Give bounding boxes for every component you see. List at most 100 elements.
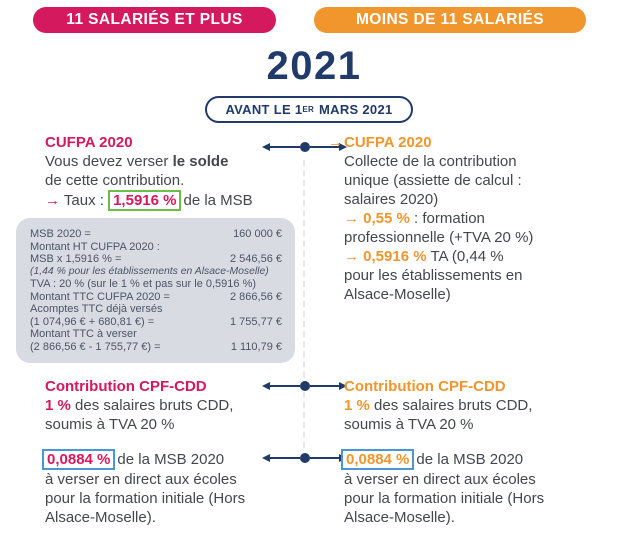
fp-text: : formation xyxy=(409,210,485,227)
right-cpf-title: Contribution CPF-CDD xyxy=(344,378,506,395)
left-schools-line3: pour la formation initiale (Hors xyxy=(45,490,246,507)
calc-row: Acomptes TTC déjà versés xyxy=(30,303,282,316)
left-schools-line4: Alsace-Moselle). xyxy=(45,509,156,526)
left-cufpa-line2: de cette contribution. xyxy=(45,172,185,189)
ta-percent: 0,5916 % xyxy=(363,248,427,265)
connector-line xyxy=(309,385,339,387)
calc-row: MSB x 1,5916 % = 2 546,56 € xyxy=(30,253,282,266)
right-cufpa-block: → CUFPA 2020 Collecte de la contribution … xyxy=(328,133,604,304)
right-ta-line: → 0,5916 % TA (0,44 % xyxy=(344,247,604,266)
taux-value-highlight: 1,5916 % xyxy=(108,190,182,211)
right-schools-line4: Alsace-Moselle). xyxy=(344,509,455,526)
calc-value: 2 546,56 € xyxy=(230,253,282,266)
right-schools-block: 0,0884 % de la MSB 2020 à verser en direc… xyxy=(341,449,601,527)
right-cpf-line2: soumis à TVA 20 % xyxy=(344,416,474,433)
left-schools-block: 0,0884 % de la MSB 2020 à verser en direc… xyxy=(42,449,302,527)
calc-row: Montant TTC CUFPA 2020 = 2 866,56 € xyxy=(30,291,282,304)
calc-label: (1,44 % pour les établissements en Alsac… xyxy=(30,265,269,277)
deadline-superscript: ER xyxy=(302,104,315,114)
deadline-suffix: MARS 2021 xyxy=(319,102,393,117)
connector-line xyxy=(309,146,339,148)
arrow-icon: → xyxy=(328,134,343,151)
left-cpf-line1: 1 % des salaires bruts CDD, xyxy=(45,396,300,415)
left-cufpa-block: CUFPA 2020 Vous devez verser le solde de… xyxy=(45,133,300,211)
left-taux-suffix: de la MSB xyxy=(183,192,253,209)
cpf-text: des salaires bruts CDD, xyxy=(369,397,533,414)
right-fp-line: → 0,55 % : formation xyxy=(344,209,604,228)
connector-line xyxy=(270,385,300,387)
left-cpf-title: Contribution CPF-CDD xyxy=(45,378,207,395)
cpf-text: des salaires bruts CDD, xyxy=(70,397,234,414)
connector-line xyxy=(270,146,300,148)
left-taux-line: → Taux : 1,5916 % de la MSB xyxy=(45,190,300,211)
left-taux-label: Taux : xyxy=(60,192,109,209)
cpf-percent: 1 % xyxy=(45,397,71,414)
calc-label: Montant TTC à verser xyxy=(30,328,137,341)
right-schools-line2: à verser en direct aux écoles xyxy=(344,471,536,488)
ta-text: TA (0,44 % xyxy=(426,248,504,265)
calc-row: (2 866,56 € - 1 755,77 €) = 1 110,79 € xyxy=(30,341,282,354)
year-title: 2021 xyxy=(266,44,362,88)
right-cufpa-line2: unique (assiette de calcul : xyxy=(344,172,522,189)
arrow-icon: → xyxy=(45,192,60,209)
calc-value: 2 866,56 € xyxy=(230,290,282,303)
left-cufpa-title: CUFPA 2020 xyxy=(45,134,133,151)
calc-row: (1,44 % pour les établissements en Alsac… xyxy=(30,266,282,279)
deadline-pill: AVANT LE 1 ER MARS 2021 xyxy=(205,96,413,123)
arrow-left-icon xyxy=(262,382,270,390)
calc-row: TVA : 20 % (sur le 1 % et pas sur le 0,5… xyxy=(30,278,282,291)
cpf-percent: 1 % xyxy=(344,397,370,414)
connector-node-icon xyxy=(299,381,310,391)
left-cpf-line2: soumis à TVA 20 % xyxy=(45,416,175,433)
left-cufpa-line1-text: Vous devez verser xyxy=(45,153,173,170)
left-cpf-cdd-block: Contribution CPF-CDD 1 % des salaires br… xyxy=(45,377,300,434)
right-cpf-cdd-block: Contribution CPF-CDD 1 % des salaires br… xyxy=(344,377,604,434)
right-schools-line3: pour la formation initiale (Hors xyxy=(344,490,545,507)
left-schools-line1: 0,0884 % de la MSB 2020 xyxy=(42,449,302,470)
schools-percent-highlight: 0,0884 % xyxy=(341,449,415,470)
connector-cufpa xyxy=(262,136,347,158)
right-cufpa-line1: Collecte de la contribution xyxy=(344,153,517,170)
right-cufpa-line3: salaires 2020) xyxy=(344,191,439,208)
vertical-dashed-line xyxy=(303,160,305,448)
right-cufpa-title: CUFPA 2020 xyxy=(344,134,432,151)
fp-percent: 0,55 % xyxy=(363,210,410,227)
connector-node-icon xyxy=(299,142,310,152)
calc-box: MSB 2020 = 160 000 € Montant HT CUFPA 202… xyxy=(16,218,295,363)
calc-label: (1 074,96 € + 680,81 €) = xyxy=(30,315,155,328)
connector-cpf-cdd xyxy=(262,375,347,397)
schools-text: de la MSB 2020 xyxy=(416,451,524,468)
left-cufpa-line1-bold: le solde xyxy=(172,153,229,170)
calc-row: MSB 2020 = 160 000 € xyxy=(30,228,282,241)
connector-node-icon xyxy=(299,453,310,463)
arrow-right-icon xyxy=(339,382,347,390)
schools-percent-highlight: 0,0884 % xyxy=(42,449,116,470)
calc-value: 1 110,79 € xyxy=(230,340,282,353)
arrow-icon: → xyxy=(344,248,359,265)
calc-label: Acomptes TTC déjà versés xyxy=(30,303,163,316)
calc-label: TVA : 20 % (sur le 1 % et pas sur le 0,5… xyxy=(30,278,257,291)
connector-line xyxy=(309,457,339,459)
badge-11-salaries-et-plus: 11 SALARIÉS ET PLUS xyxy=(33,7,276,33)
badge-moins-de-11-salaries: MOINS DE 11 SALARIÉS xyxy=(314,7,586,33)
right-schools-line1: 0,0884 % de la MSB 2020 xyxy=(341,449,601,470)
calc-label: (2 866,56 € - 1 755,77 €) = xyxy=(30,340,161,353)
calc-label: MSB x 1,5916 % = xyxy=(30,253,122,266)
schools-text: de la MSB 2020 xyxy=(117,451,225,468)
right-cpf-line1: 1 % des salaires bruts CDD, xyxy=(344,396,604,415)
arrow-left-icon xyxy=(262,454,270,462)
arrow-right-icon xyxy=(339,143,347,151)
arrow-left-icon xyxy=(262,143,270,151)
calc-label: Montant HT CUFPA 2020 : xyxy=(30,240,160,253)
right-ta-line2: pour les établissements en xyxy=(344,267,523,284)
right-cufpa-heading: → CUFPA 2020 xyxy=(328,133,604,152)
calc-row: Montant TTC à verser xyxy=(30,328,282,341)
right-ta-line3: Alsace-Moselle) xyxy=(344,286,451,303)
left-cufpa-line1: Vous devez verser le solde xyxy=(45,152,300,171)
right-fp-line2: professionnelle (+TVA 20 %) xyxy=(344,229,534,246)
connector-line xyxy=(270,457,300,459)
calc-label: Montant TTC CUFPA 2020 = xyxy=(30,290,170,303)
deadline-prefix: AVANT LE 1 xyxy=(225,102,303,117)
calc-value: 1 755,77 € xyxy=(230,315,282,328)
